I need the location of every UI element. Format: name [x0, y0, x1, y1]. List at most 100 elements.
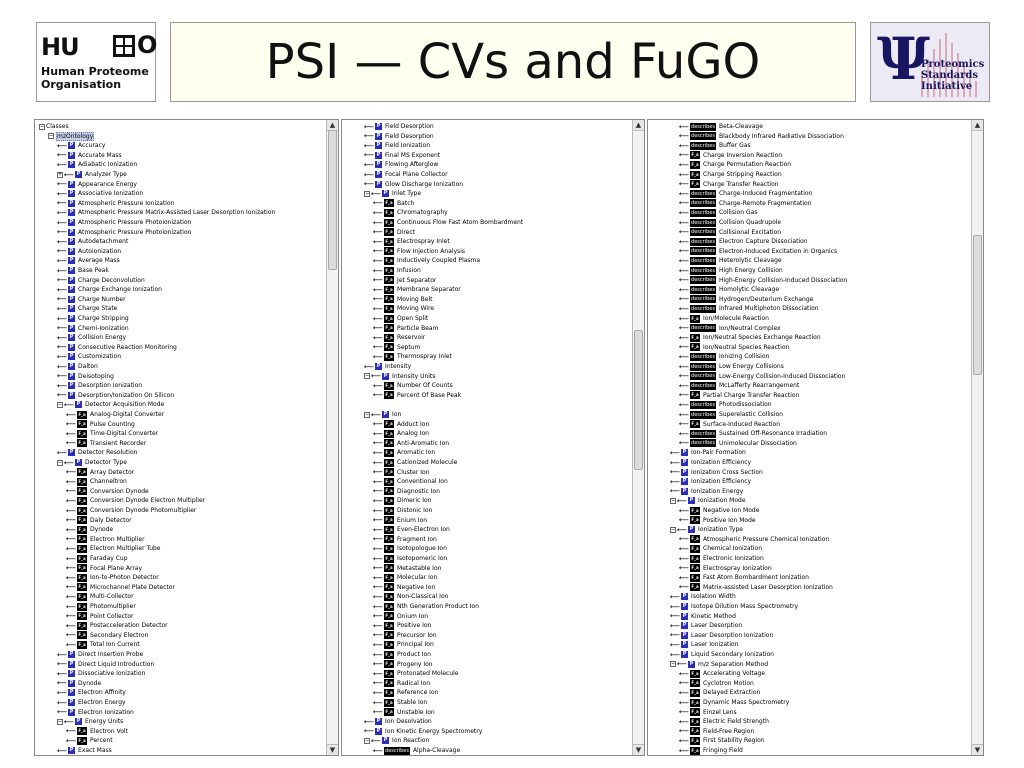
scroll-up-arrow-icon[interactable]: ▲: [633, 120, 644, 131]
tree-node[interactable]: ⟵ P Accurate Mass: [57, 151, 122, 161]
tree-node[interactable]: ⟵ F_a Stable Ion: [373, 698, 427, 708]
tree-node[interactable]: ⟵ P Intensity: [364, 362, 411, 372]
tree-node[interactable]: ⟵ F_a Fast Atom Bombardment Ionization: [679, 573, 809, 583]
tree-node[interactable]: ⟵ describes Superelastic Collision: [679, 410, 783, 420]
tree-node[interactable]: ⟵ P Ionization Efficiency: [670, 477, 751, 487]
tree-node[interactable]: ⟵ P Charge Deconvolution: [57, 276, 145, 286]
ontology-tree-panel-1[interactable]: − Classes − mzOntology ⟵ P Accuracy ⟵ P Accurate …: [34, 119, 339, 756]
tree-node[interactable]: ⟵ F_a Einzel Lens: [679, 708, 737, 718]
tree-node[interactable]: ⟵ F_a Percent: [66, 736, 113, 746]
tree-node[interactable]: ⟵ F_a Positive Ion Mode: [679, 516, 756, 526]
tree-node[interactable]: ⟵ F_a Septum: [373, 343, 420, 353]
tree-node[interactable]: ⟵ F_a Jet Separator: [373, 276, 436, 286]
tree-node[interactable]: ⟵ describes Electron-Induced Excitation in…: [679, 247, 837, 257]
collapse-toggle-icon[interactable]: −: [364, 189, 370, 197]
tree-node[interactable]: ⟵ P Appearance Energy: [57, 180, 137, 190]
vertical-scrollbar[interactable]: ▲ ▼: [971, 120, 983, 755]
tree-node[interactable]: ⟵ P Ionization Energy: [670, 487, 743, 497]
tree-node[interactable]: ⟵ F_a Percent Of Base Peak: [373, 391, 461, 401]
tree-node[interactable]: ⟵ describes Ion/Neutral Complex: [679, 324, 781, 334]
tree-node[interactable]: ⟵ describes High Energy Collision: [679, 266, 783, 276]
tree-node[interactable]: ⟵ P Direct Insertion Probe: [57, 650, 143, 660]
tree-node[interactable]: ⟵ P Chemi-Ionization: [57, 324, 129, 334]
tree-node[interactable]: ⟵ P Consecutive Reaction Monitoring: [57, 343, 177, 353]
tree-node[interactable]: ⟵ P Atmospheric Pressure Photoionization: [57, 218, 191, 228]
tree-node[interactable]: ⟵ F_a Flow Injection Analysis: [373, 247, 465, 257]
tree-node[interactable]: ⟵ F_a Ion-to-Photon Detector: [66, 573, 159, 583]
tree-node[interactable]: + ⟵ P Analyzer Type: [57, 170, 127, 180]
tree-node[interactable]: ⟵ F_a Electron Volt: [66, 727, 128, 737]
tree-node[interactable]: ⟵ P Charge Number: [57, 295, 126, 305]
tree-node[interactable]: ⟵ F_a Isotopologue Ion: [373, 544, 447, 554]
tree-node[interactable]: ⟵ F_a Electric Field Strength: [679, 717, 769, 727]
collapse-toggle-icon[interactable]: −: [670, 496, 676, 504]
tree-node[interactable]: ⟵ F_a Number Of Counts: [373, 381, 453, 391]
tree-node[interactable]: ⟵ describes Charge-Remote Fragmentation: [679, 199, 812, 209]
tree-node[interactable]: ⟵ P Desorption Ionization: [57, 381, 142, 391]
tree-node[interactable]: ⟵ P Ionization Cross Section: [670, 468, 763, 478]
tree-node[interactable]: ⟵ F_a Chemical Ionization: [679, 544, 762, 554]
tree-node[interactable]: [364, 400, 365, 410]
tree-node[interactable]: ⟵ P Deisotoping: [57, 372, 114, 382]
collapse-toggle-icon[interactable]: −: [57, 400, 63, 408]
tree-node[interactable]: ⟵ F_a Progeny Ion: [373, 660, 433, 670]
tree-node[interactable]: ⟵ F_a Electronic Ionization: [679, 554, 764, 564]
tree-node[interactable]: ⟵ P Focal Plane Collector: [364, 170, 448, 180]
tree-node[interactable]: ⟵ P Detector Resolution: [57, 448, 137, 458]
tree-node[interactable]: ⟵ describes Buffer Gas: [679, 141, 751, 151]
tree-node[interactable]: ⟵ F_a Microchannel Plate Detector: [66, 583, 175, 593]
tree-node[interactable]: ⟵ F_a Aromatic Ion: [373, 448, 435, 458]
tree-node[interactable]: ⟵ F_a Unstable Ion: [373, 708, 435, 718]
tree-node[interactable]: ⟵ F_a Open Split: [373, 314, 428, 324]
tree-node[interactable]: ⟵ describes Hydrogen/Deuterium Exchange: [679, 295, 813, 305]
tree-node[interactable]: ⟵ describes Beta-Cleavage: [679, 122, 763, 132]
tree-node[interactable]: ⟵ P Atmospheric Pressure Photoionization: [57, 228, 191, 238]
tree-node[interactable]: ⟵ P Laser Desorption Ionization: [670, 631, 773, 641]
tree-node[interactable]: ⟵ P Flowing Afterglow: [364, 160, 438, 170]
tree-node[interactable]: ⟵ describes Homolytic Cleavage: [679, 285, 779, 295]
tree-node[interactable]: ⟵ describes Heterolytic Cleavage: [679, 256, 782, 266]
tree-node[interactable]: ⟵ P Ion-Pair Formation: [670, 448, 746, 458]
tree-node[interactable]: ⟵ P Direct Liquid Introduction: [57, 660, 154, 670]
collapse-toggle-icon[interactable]: −: [670, 660, 676, 668]
tree-node[interactable]: − ⟵ P Ionization Type: [670, 525, 743, 535]
tree-node[interactable]: ⟵ describes Electron Capture Dissociation: [679, 237, 808, 247]
tree-node[interactable]: ⟵ P Charge Exchange Ionization: [57, 285, 162, 295]
tree-node[interactable]: ⟵ F_a Membrane Separator: [373, 285, 461, 295]
tree-node[interactable]: ⟵ F_a Batch: [373, 199, 414, 209]
tree-node[interactable]: ⟵ describes Alpha-Cleavage: [373, 746, 460, 755]
collapse-toggle-icon[interactable]: −: [364, 372, 370, 380]
tree-node[interactable]: ⟵ F_a Charge Transfer Reaction: [679, 180, 779, 190]
tree-node[interactable]: ⟵ P Atmospheric Pressure Ionization: [57, 199, 174, 209]
tree-node[interactable]: ⟵ F_a Negative Ion: [373, 583, 435, 593]
tree-node[interactable]: ⟵ F_a Fringing Field: [679, 746, 743, 755]
tree-node[interactable]: ⟵ P Customization: [57, 352, 121, 362]
tree-node[interactable]: ⟵ describes High-Energy Collision-Induced …: [679, 276, 847, 286]
tree-node[interactable]: ⟵ F_a Conversion Dynode Electron Multiplie…: [66, 496, 205, 506]
tree-node[interactable]: ⟵ describes Ionizing Collision: [679, 352, 769, 362]
tree-node[interactable]: ⟵ F_a Non-Classical Ion: [373, 592, 448, 602]
collapse-toggle-icon[interactable]: −: [57, 717, 63, 725]
tree-node[interactable]: ⟵ F_a Channeltron: [66, 477, 127, 487]
tree-node[interactable]: − ⟵ P Ion: [364, 410, 401, 420]
tree-node[interactable]: ⟵ P Electron Affinity: [57, 688, 126, 698]
scroll-down-arrow-icon[interactable]: ▼: [633, 744, 644, 755]
tree-node[interactable]: ⟵ P Ionization Efficiency: [670, 458, 751, 468]
tree-node[interactable]: − ⟵ P Intensity Units: [364, 372, 435, 382]
tree-node[interactable]: ⟵ F_a Analog Ion: [373, 429, 429, 439]
tree-node[interactable]: ⟵ F_a Direct: [373, 228, 415, 238]
tree-node[interactable]: − ⟵ P Inlet Type: [364, 189, 421, 199]
tree-node[interactable]: ⟵ F_a Enium Ion: [373, 516, 427, 526]
tree-node[interactable]: ⟵ F_a Positive Ion: [373, 621, 431, 631]
scroll-thumb[interactable]: [328, 130, 337, 270]
tree-node[interactable]: ⟵ F_a Chromatography: [373, 208, 448, 218]
tree-node[interactable]: ⟵ P Autodetachment: [57, 237, 128, 247]
tree-node[interactable]: ⟵ F_a Charge Inversion Reaction: [679, 151, 782, 161]
tree-node[interactable]: ⟵ P Laser Ionization: [670, 640, 739, 650]
tree-node[interactable]: ⟵ F_a Dynode: [66, 525, 113, 535]
tree-node[interactable]: ⟵ F_a Principal Ion: [373, 640, 434, 650]
tree-node[interactable]: ⟵ F_a Precursor Ion: [373, 631, 437, 641]
tree-node[interactable]: ⟵ P Collision Energy: [57, 333, 126, 343]
scroll-up-arrow-icon[interactable]: ▲: [972, 120, 983, 131]
